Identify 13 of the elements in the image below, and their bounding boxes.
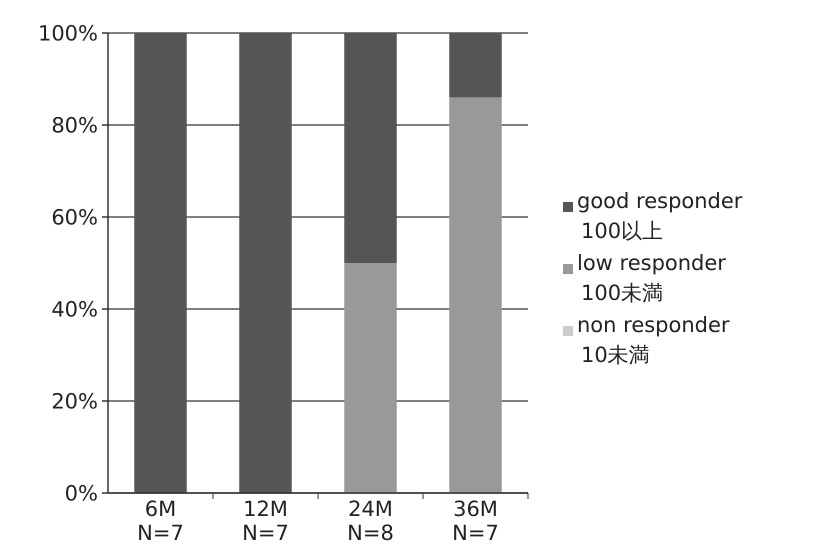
x-tick-label: 6M N=7 bbox=[137, 497, 184, 545]
y-tick-label: 60% bbox=[51, 205, 98, 230]
x-tick-label: 12M N=7 bbox=[242, 497, 289, 545]
x-tick-label: 24M N=8 bbox=[347, 497, 394, 545]
y-tick-label: 20% bbox=[51, 389, 98, 414]
y-tick-label: 80% bbox=[51, 113, 98, 138]
bar bbox=[344, 263, 397, 493]
y-tick-label: 40% bbox=[51, 297, 98, 322]
y-tick-label: 0% bbox=[64, 481, 98, 506]
y-tick-label: 100% bbox=[38, 21, 98, 46]
legend-label: non responder 10未満 bbox=[577, 313, 730, 367]
x-tick-label: 36M N=7 bbox=[452, 497, 499, 545]
bar bbox=[449, 97, 502, 493]
